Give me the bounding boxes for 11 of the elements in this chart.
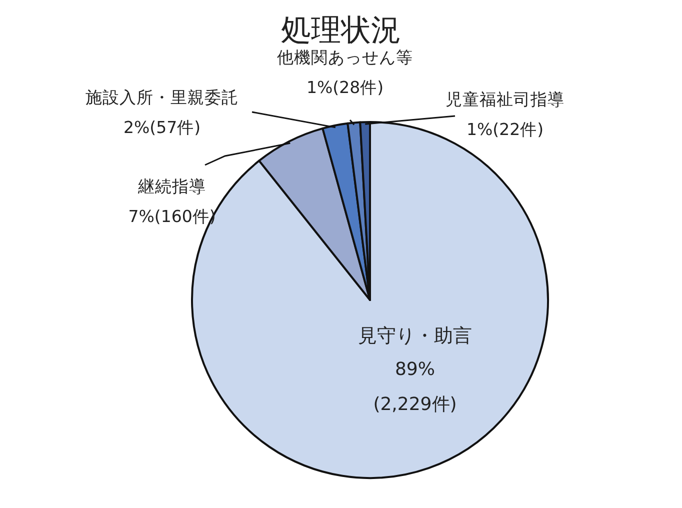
data-label: 1%(28件) [306,78,384,97]
slice-label: 他機関あっせん等 [277,48,413,67]
slice-label: 継続指導 [137,177,206,196]
data-label: 7%(160件) [128,207,216,226]
data-label: 2%(57件) [123,118,201,137]
data-label: 89%(2,229件) [373,359,457,415]
slice-label: 児童福祉司指導 [446,90,564,109]
slice-label: 施設入所・里親委託 [86,88,238,107]
chart-title: 処理状況 [281,13,401,48]
data-label: 1%(22件) [466,120,544,139]
slice-label: 見守り・助言 [358,325,472,347]
